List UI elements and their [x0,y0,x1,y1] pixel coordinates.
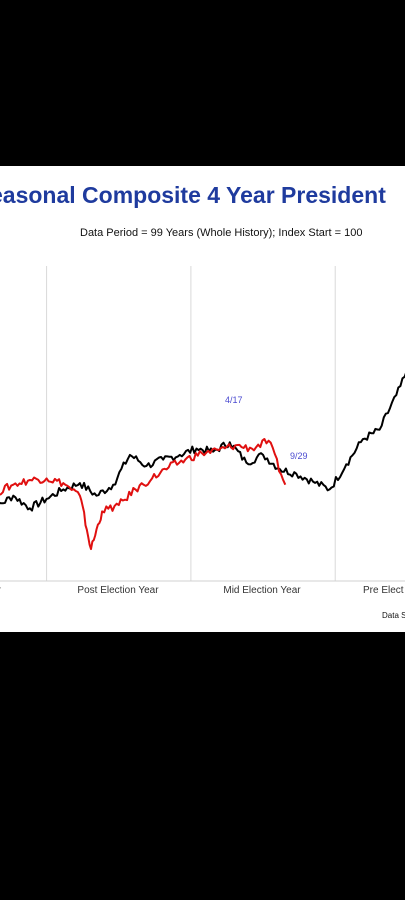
x-category-labels: ar Post Election Year Mid Election Year Pre… [0,585,404,596]
chart-plot: 4/17 9/29 ar Post Election Year Mid Electio… [0,266,405,596]
annotation-0: 4/17 [225,395,243,405]
year-separators [0,266,405,582]
data-source-note: Data S [382,611,405,620]
chart-card: easonal Composite 4 Year President Data … [0,166,405,632]
annotation-1: 9/29 [290,451,308,461]
chart-title: easonal Composite 4 Year President [0,182,386,208]
x-category-label-1: Post Election Year [77,585,159,596]
series-line-1 [0,438,287,551]
chart-subtitle: Data Period = 99 Years (Whole History); … [80,227,363,239]
annotations: 4/17 9/29 [225,395,308,461]
series-lines [0,372,405,551]
series-line-0 [0,372,405,512]
x-category-label-2: Mid Election Year [223,585,301,596]
x-category-label-0: ar [0,585,2,596]
x-category-label-3: Pre Elect [363,585,404,596]
